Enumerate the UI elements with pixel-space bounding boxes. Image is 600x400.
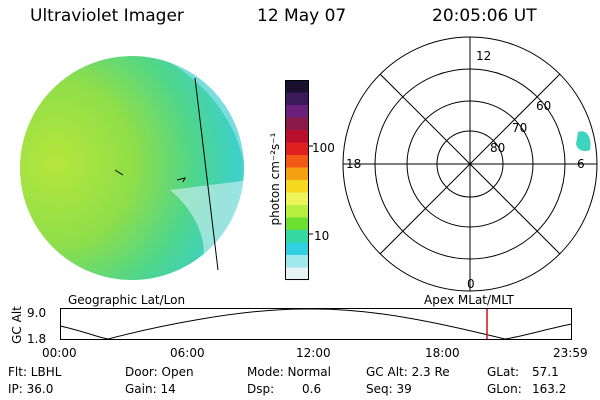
colorbar-segment <box>285 267 309 281</box>
mlt-label-0: 0 <box>467 277 475 291</box>
colorbar-segment <box>285 130 309 143</box>
y-tick-9: 9.0 <box>27 306 47 320</box>
lat-label-60: 60 <box>536 99 551 113</box>
geographic-latlon-label: Geographic Lat/Lon <box>68 293 186 307</box>
gc-alt-axis-title: GC Alt <box>10 306 24 344</box>
colorbar-segment <box>285 155 309 168</box>
status-ip: IP: 36.0 <box>8 382 54 396</box>
colorbar <box>285 80 313 281</box>
x-tick-0000: 00:00 <box>42 346 77 360</box>
colorbar-segment <box>285 255 309 268</box>
colorbar-segment <box>285 180 309 193</box>
colorbar-segment <box>285 230 309 243</box>
x-tick-1800: 18:00 <box>425 346 460 360</box>
colorbar-segment <box>285 217 309 231</box>
colorbar-tick-10: 10 <box>314 229 330 243</box>
altitude-timeline <box>59 308 573 340</box>
colorbar-tick-100: 100 <box>312 141 335 155</box>
status-gain: Gain: 14 <box>125 382 176 396</box>
status-seq: Seq: 39 <box>366 382 412 396</box>
status-glon-label: GLon: <box>487 382 522 396</box>
status-door: Door: Open <box>125 365 194 379</box>
lat-label-70: 70 <box>512 121 527 135</box>
colorbar-segment <box>285 117 309 131</box>
status-glon-value: 163.2 <box>532 382 567 396</box>
colorbar-segment <box>285 242 309 256</box>
status-glat-label: GLat: <box>487 365 520 379</box>
colorbar-segment <box>285 80 309 93</box>
mlt-label-12: 12 <box>476 49 491 63</box>
x-tick-2359: 23:59 <box>553 346 588 360</box>
colorbar-segment <box>285 105 309 118</box>
y-tick-1-8: 1.8 <box>27 332 47 346</box>
observation-date: 12 May 07 <box>257 6 347 26</box>
instrument-title: Ultraviolet Imager <box>30 6 184 26</box>
x-tick-0600: 06:00 <box>170 346 205 360</box>
colorbar-segment <box>285 167 309 181</box>
colorbar-segment <box>285 192 309 206</box>
status-gc-alt: GC Alt: 2.3 Re <box>366 365 450 379</box>
status-glat-value: 57.1 <box>532 365 559 379</box>
status-dsp-label: Dsp: <box>247 382 275 396</box>
lat-label-80: 80 <box>490 141 505 155</box>
polar-grid: 12 18 6 0 60 70 80 <box>342 36 598 292</box>
colorbar-segment <box>285 142 309 156</box>
observation-time: 20:05:06 UT <box>432 6 537 26</box>
mlt-label-6: 6 <box>577 157 585 171</box>
colorbar-segment <box>285 205 309 218</box>
x-tick-1200: 12:00 <box>296 346 331 360</box>
uv-earth-image <box>20 56 244 280</box>
status-mode: Mode: Normal <box>247 365 331 379</box>
mlt-label-18: 18 <box>346 157 361 171</box>
status-dsp-value: 0.6 <box>302 382 322 396</box>
colorbar-frame <box>285 80 309 280</box>
colorbar-unit-label: photon cm⁻²s⁻¹ <box>268 132 282 226</box>
colorbar-segment <box>285 92 309 106</box>
status-flt: Flt: LBHL <box>8 365 62 379</box>
apex-mlat-mlt-label: Apex MLat/MLT <box>424 293 514 307</box>
